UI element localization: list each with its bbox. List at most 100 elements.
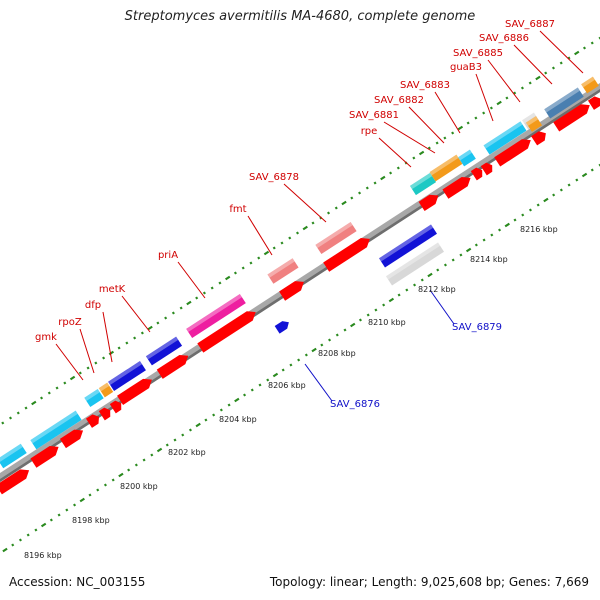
gene-block-salmon xyxy=(267,258,299,284)
cds-arrow xyxy=(197,311,256,353)
tick-mark xyxy=(350,322,356,328)
tick-mark xyxy=(343,328,347,332)
tick-mark xyxy=(590,41,594,45)
tick-mark xyxy=(288,236,292,240)
scale-label: 8210 kbp xyxy=(368,318,406,327)
tick-mark xyxy=(567,183,571,187)
tick-mark xyxy=(521,213,525,217)
tick-mark xyxy=(374,308,378,312)
tick-mark xyxy=(581,172,588,178)
tick-mark xyxy=(289,363,293,367)
gene-label-rpe: rpe xyxy=(361,126,378,137)
gene-block-cyan-highlight xyxy=(0,443,23,463)
cds-arrow xyxy=(98,407,111,421)
cds-arrow-body xyxy=(480,162,493,176)
tick-mark xyxy=(341,200,347,206)
tick-mark xyxy=(366,313,370,317)
tick-mark xyxy=(195,296,199,300)
tick-mark xyxy=(173,438,177,442)
gene-block-steelblue xyxy=(544,87,584,119)
leader-line xyxy=(283,183,327,223)
tick-mark xyxy=(55,386,59,390)
cds-arrow xyxy=(553,104,590,132)
tick-mark xyxy=(57,513,61,517)
gene-block-salmon-highlight xyxy=(267,258,295,278)
tick-mark xyxy=(280,241,284,245)
tick-mark xyxy=(474,243,478,247)
leader-line xyxy=(121,295,151,333)
cds-arrow xyxy=(109,400,122,414)
tick-row-lower xyxy=(2,163,600,553)
tick-mark xyxy=(496,100,502,106)
tick-mark xyxy=(227,403,231,407)
gene-label-rpoz: rpoZ xyxy=(58,317,82,328)
tick-mark xyxy=(94,361,98,365)
gene-block-orange-body xyxy=(581,76,599,94)
gene-label-fmt: fmt xyxy=(229,204,246,215)
gene-block-orange-highlight xyxy=(429,154,459,176)
gene-block-salmon xyxy=(315,221,357,255)
gene-block-blue-highlight xyxy=(145,336,179,360)
tick-mark xyxy=(78,371,82,375)
tick-mark xyxy=(536,203,540,207)
tick-mark xyxy=(250,388,254,392)
scale-label: 8198 kbp xyxy=(72,516,110,525)
cds-arrow xyxy=(156,354,189,379)
tick-mark xyxy=(266,378,270,382)
tick-mark xyxy=(327,211,331,215)
tick-mark xyxy=(412,156,416,160)
tick-mark xyxy=(489,106,493,110)
tick-mark xyxy=(164,316,168,320)
cds-arrow xyxy=(30,446,59,468)
gene-block-blue xyxy=(108,361,146,391)
tick-mark xyxy=(11,543,15,547)
tick-mark xyxy=(133,336,137,340)
tick-mark xyxy=(233,271,237,275)
tick-mark xyxy=(243,393,247,397)
tick-mark xyxy=(258,383,262,387)
tick-mark xyxy=(505,96,509,100)
leader-line xyxy=(378,137,412,168)
gene-block-orange-body xyxy=(98,382,114,398)
tick-mark xyxy=(451,131,455,135)
gene-label-sav_6878: SAV_6878 xyxy=(249,172,299,183)
gene-block-orange-body xyxy=(429,154,463,182)
tick-mark xyxy=(16,411,20,415)
gene-block-steelblue-body xyxy=(544,87,584,119)
leader-line xyxy=(513,44,553,85)
leader-line xyxy=(55,343,84,381)
gene-label-pria: priA xyxy=(158,250,178,261)
cds-arrow xyxy=(323,238,370,272)
gene-block-orange xyxy=(98,382,114,398)
tick-mark xyxy=(311,221,315,225)
tick-mark xyxy=(559,188,563,192)
tick-mark xyxy=(388,297,395,303)
cds-arrow-body xyxy=(117,378,152,405)
cds-arrow-body xyxy=(418,194,439,212)
gene-block-cyan xyxy=(84,389,104,407)
leader-line xyxy=(304,363,333,402)
cds-arrow-body xyxy=(553,104,590,132)
cds-arrow-body xyxy=(279,281,304,301)
cds-arrow-body xyxy=(323,238,370,272)
gene-label-sav_6881: SAV_6881 xyxy=(349,110,399,121)
gene-block-cyan xyxy=(30,410,82,450)
tick-mark xyxy=(443,136,447,140)
tick-mark xyxy=(79,497,85,503)
tick-mark xyxy=(334,206,338,210)
gene-block-cyan-highlight xyxy=(30,410,78,444)
scale-label: 8214 kbp xyxy=(470,255,508,264)
tick-mark xyxy=(65,508,69,512)
tick-mark xyxy=(241,266,245,270)
tick-mark xyxy=(202,291,206,295)
tick-mark xyxy=(552,193,556,197)
tick-mark xyxy=(272,246,276,250)
tick-mark xyxy=(504,222,510,228)
cds-arrow xyxy=(480,162,493,176)
tick-mark xyxy=(204,418,208,422)
tick-mark xyxy=(134,463,138,467)
tick-mark xyxy=(474,116,478,120)
gene-block-blue-small-body xyxy=(274,321,289,334)
gene-block-blue xyxy=(145,336,183,366)
tick-mark xyxy=(436,268,440,272)
